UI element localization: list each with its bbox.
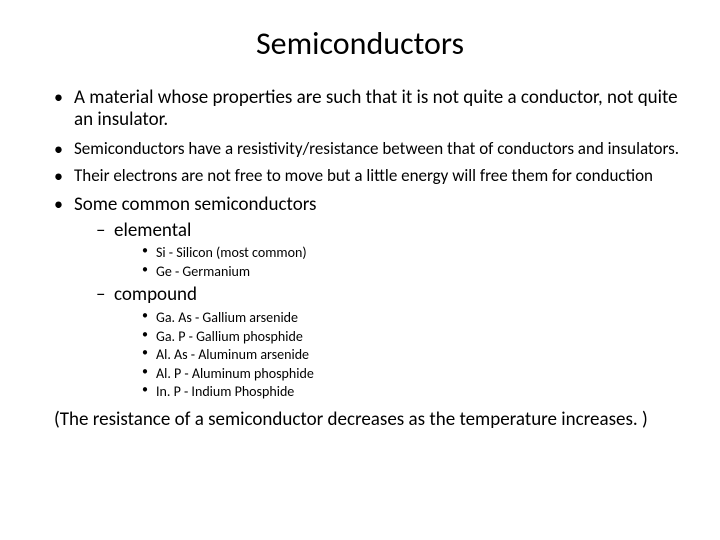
sub-label: compound [114,283,197,306]
bullet-item: Their electrons are not free to move but… [54,166,692,186]
list-item: Al. P - Aluminum phosphide [142,365,692,383]
bullet-item: Semiconductors have a resistivity/resist… [54,139,692,159]
compound-list: Ga. As - Gallium arsenide Ga. P - Galliu… [142,309,692,401]
bullet-item: Some common semiconductors elemental Si … [54,194,692,401]
sub-item-compound: compound Ga. As - Gallium arsenide Ga. P… [96,284,692,400]
list-item: Ga. As - Gallium arsenide [142,309,692,327]
sub-list: elemental Si - Silicon (most common) Ge … [96,220,692,401]
list-item: Si - Silicon (most common) [142,244,692,262]
sub-item-elemental: elemental Si - Silicon (most common) Ge … [96,220,692,281]
elemental-list: Si - Silicon (most common) Ge - Germaniu… [142,244,692,280]
list-item: Al. As - Aluminum arsenide [142,346,692,364]
list-item: Ge - Germanium [142,263,692,281]
bullet-list: A material whose properties are such tha… [54,87,692,401]
list-item: Ga. P - Gallium phosphide [142,328,692,346]
footer-note: (The resistance of a semiconductor decre… [54,409,692,431]
bullet-text: Some common semiconductors [74,193,316,216]
sub-label: elemental [114,219,191,242]
list-item: In. P - Indium Phosphide [142,383,692,401]
slide-title: Semiconductors [28,24,692,63]
bullet-item: A material whose properties are such tha… [54,87,692,131]
slide-container: Semiconductors A material whose properti… [0,0,720,540]
